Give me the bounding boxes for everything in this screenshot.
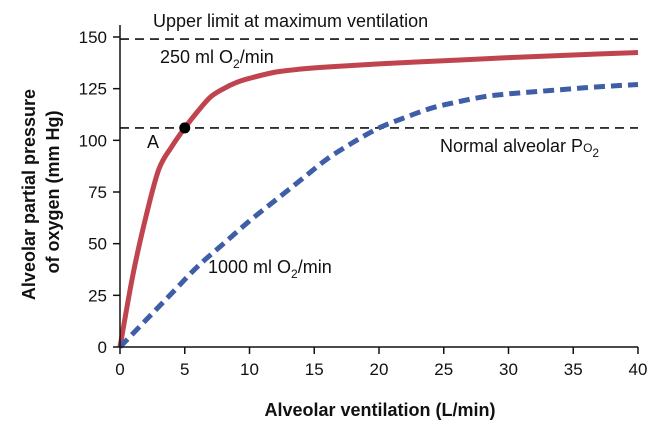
- series-label-1000-subscript: 2: [291, 267, 298, 281]
- series-label-1000-main: 1000 ml O: [208, 257, 291, 277]
- reference-label-normal-subscript: 2: [592, 146, 599, 160]
- x-tick-label: 10: [240, 360, 259, 379]
- series-label-250-subscript: 2: [233, 57, 240, 71]
- y-axis-title-line1: Alveolar partial pressure: [19, 89, 39, 300]
- series-label-250: 250 ml O2/min: [160, 47, 274, 71]
- x-tick-label: 40: [629, 360, 648, 379]
- x-tick-label: 20: [370, 360, 389, 379]
- x-tick-label: 15: [305, 360, 324, 379]
- reference-label-normal: Normal alveolar PO2: [440, 136, 599, 160]
- series-label-250-tail: /min: [240, 47, 274, 67]
- point-label-a: A: [147, 132, 159, 152]
- series-line-1000: [118, 82, 639, 349]
- series-label-250-main: 250 ml O: [160, 47, 233, 67]
- series-label-1000-tail: /min: [298, 257, 332, 277]
- y-tick-label: 100: [79, 131, 107, 150]
- y-tick-label: 75: [88, 183, 107, 202]
- x-axis-title: Alveolar ventilation (L/min): [264, 400, 495, 420]
- reference-label-normal-main: Normal alveolar P: [440, 136, 583, 156]
- reference-label-upper-limit: Upper limit at maximum ventilation: [153, 11, 428, 31]
- y-tick-label: 150: [79, 28, 107, 47]
- point-a-marker: [179, 122, 191, 134]
- series-layer: [117, 50, 639, 349]
- reference-label-normal-smallcaps: O: [583, 141, 592, 155]
- y-tick-label: 125: [79, 80, 107, 99]
- y-tick-label: 25: [88, 286, 107, 305]
- x-tick-label: 5: [180, 360, 189, 379]
- y-axis-title: Alveolar partial pressure of oxygen (mm …: [19, 84, 63, 300]
- marker-layer: [179, 122, 191, 134]
- x-tick-label: 0: [115, 360, 124, 379]
- x-tick-label: 30: [499, 360, 518, 379]
- y-axis-title-line2: of oxygen (mm Hg): [43, 110, 63, 273]
- series-line-250: [117, 50, 639, 348]
- y-tick-label: 0: [98, 338, 107, 357]
- x-tick-label: 25: [434, 360, 453, 379]
- x-tick-label: 35: [564, 360, 583, 379]
- y-tick-label: 50: [88, 235, 107, 254]
- series-label-1000: 1000 ml O2/min: [208, 257, 332, 281]
- axes: 0 5 10 15 20 25 30 35 40 0 25 50 75 100 125 150: [79, 25, 648, 379]
